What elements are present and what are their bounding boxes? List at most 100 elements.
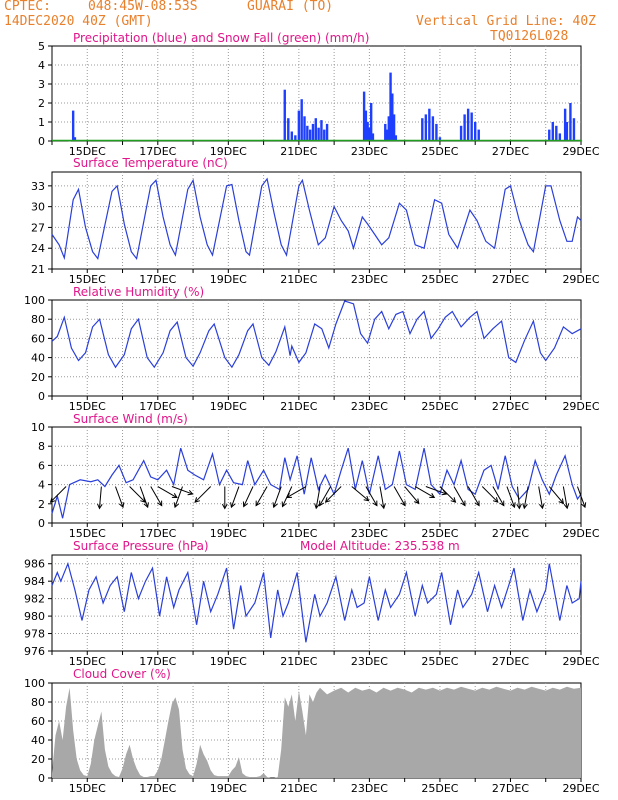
x-tick-label: 15DEC bbox=[69, 273, 106, 286]
precip-bar bbox=[317, 127, 320, 141]
x-tick-label: 25DEC bbox=[421, 273, 458, 286]
y-tick-label: 982 bbox=[24, 593, 45, 606]
wind-arrow-head bbox=[563, 503, 570, 510]
precip-bar bbox=[306, 125, 309, 141]
wind-arrow-head bbox=[372, 500, 378, 507]
x-tick-label: 17DEC bbox=[139, 655, 176, 668]
wind-arrow bbox=[577, 486, 587, 509]
panel-title: Surface Wind (m/s) bbox=[73, 412, 188, 426]
x-tick-label: 23DEC bbox=[351, 273, 388, 286]
wind-arrow-shaft bbox=[379, 486, 385, 509]
wind-arrow bbox=[230, 486, 240, 509]
panel-annotation: Model Altitude: 235.538 m bbox=[300, 539, 460, 553]
precip-bar bbox=[297, 110, 301, 141]
precip-bar bbox=[459, 125, 463, 141]
y-tick-label: 20 bbox=[31, 371, 45, 384]
precip-bar bbox=[558, 133, 562, 141]
y-tick-label: 986 bbox=[24, 558, 45, 571]
wind-arrow-shaft bbox=[171, 486, 193, 495]
wind-arrow-head bbox=[285, 493, 292, 499]
wind-arrow-head bbox=[539, 503, 545, 510]
y-tick-label: 6 bbox=[38, 459, 45, 472]
precip-bar bbox=[421, 118, 424, 141]
wind-arrow-shaft bbox=[467, 486, 480, 506]
run-code: TQ0126L028 bbox=[490, 29, 569, 44]
x-tick-label: 21DEC bbox=[280, 527, 317, 540]
wind-arrow bbox=[379, 486, 386, 510]
y-tick-label: 60 bbox=[31, 715, 45, 728]
wind-arrow bbox=[49, 486, 67, 503]
x-tick-label: 25DEC bbox=[421, 782, 458, 795]
precip-bar bbox=[362, 91, 366, 141]
precip-bar bbox=[308, 129, 312, 141]
cloud-cover-area bbox=[52, 686, 581, 778]
station-name: GUARAI (TO) bbox=[247, 0, 334, 14]
wind-arrow bbox=[194, 486, 212, 503]
wind-arrow-head bbox=[118, 502, 125, 509]
wind-arrow bbox=[548, 486, 565, 505]
x-tick-label: 23DEC bbox=[351, 782, 388, 795]
precip-bar bbox=[470, 112, 473, 141]
precip-bar bbox=[389, 72, 392, 141]
wind-arrow-shaft bbox=[562, 486, 568, 509]
precip-bar bbox=[320, 120, 323, 141]
wind-arrow-shaft bbox=[414, 486, 435, 498]
wind-arrow-head bbox=[173, 502, 180, 509]
wind-arrow bbox=[242, 486, 254, 508]
x-tick-label: 25DEC bbox=[421, 655, 458, 668]
precip-bar bbox=[300, 99, 303, 141]
precip-bar bbox=[385, 129, 389, 141]
y-tick-label: 0 bbox=[38, 772, 45, 785]
wind-arrow-shaft bbox=[548, 486, 564, 504]
panel-frame bbox=[51, 299, 582, 397]
y-tick-label: 980 bbox=[24, 610, 45, 623]
wind-arrow-shaft bbox=[50, 486, 67, 503]
precip-bar bbox=[311, 123, 315, 141]
x-tick-label: 15DEC bbox=[69, 655, 106, 668]
wind-arrow bbox=[115, 486, 125, 509]
x-tick-label: 17DEC bbox=[139, 273, 176, 286]
precip-bar bbox=[287, 118, 290, 141]
y-tick-label: 80 bbox=[31, 313, 45, 326]
precip-bar bbox=[290, 131, 294, 141]
x-tick-label: 29DEC bbox=[562, 655, 599, 668]
wind-arrow bbox=[506, 486, 516, 509]
wind-arrow bbox=[467, 486, 480, 507]
wind-arrow-head bbox=[580, 502, 587, 509]
precip-bar bbox=[314, 118, 317, 141]
y-tick-label: 0 bbox=[38, 390, 45, 403]
wind-arrow bbox=[173, 486, 183, 509]
panel-title: Relative Humidity (%) bbox=[73, 285, 204, 299]
x-tick-label: 23DEC bbox=[351, 145, 388, 158]
wind-arrow-shaft bbox=[404, 486, 420, 504]
series-line bbox=[51, 300, 582, 369]
y-tick-label: 27 bbox=[31, 221, 45, 234]
precip-bar bbox=[563, 108, 567, 141]
chart-header: CPTEC: 048:45W-08:53S GUARAI (TO) 14DEC2… bbox=[0, 0, 618, 46]
precip-bar bbox=[369, 103, 373, 141]
precip-bar bbox=[368, 127, 371, 141]
wind-arrow bbox=[255, 486, 268, 507]
wind-arrow-head bbox=[363, 495, 370, 502]
wind-arrow bbox=[439, 486, 457, 503]
precip-bar bbox=[551, 122, 554, 141]
y-tick-label: 60 bbox=[31, 332, 45, 345]
wind-arrow-shaft bbox=[393, 486, 406, 506]
precip-bar bbox=[565, 122, 569, 141]
wind-arrow-head bbox=[97, 503, 103, 510]
panel-title: Surface Pressure (hPa) bbox=[73, 539, 209, 553]
wind-arrow-head bbox=[522, 503, 528, 510]
x-tick-label: 23DEC bbox=[351, 400, 388, 413]
wind-arrow-shaft bbox=[139, 486, 149, 508]
wind-arrow bbox=[538, 486, 545, 510]
precip-bar bbox=[435, 123, 438, 141]
wind-arrow-head bbox=[221, 503, 228, 510]
x-tick-label: 25DEC bbox=[421, 527, 458, 540]
x-tick-label: 29DEC bbox=[562, 400, 599, 413]
wind-arrow bbox=[516, 486, 522, 510]
wind-arrow bbox=[285, 486, 307, 499]
wind-arrow-head bbox=[400, 500, 406, 507]
wind-arrow-head bbox=[324, 497, 331, 503]
x-tick-label: 25DEC bbox=[421, 145, 458, 158]
